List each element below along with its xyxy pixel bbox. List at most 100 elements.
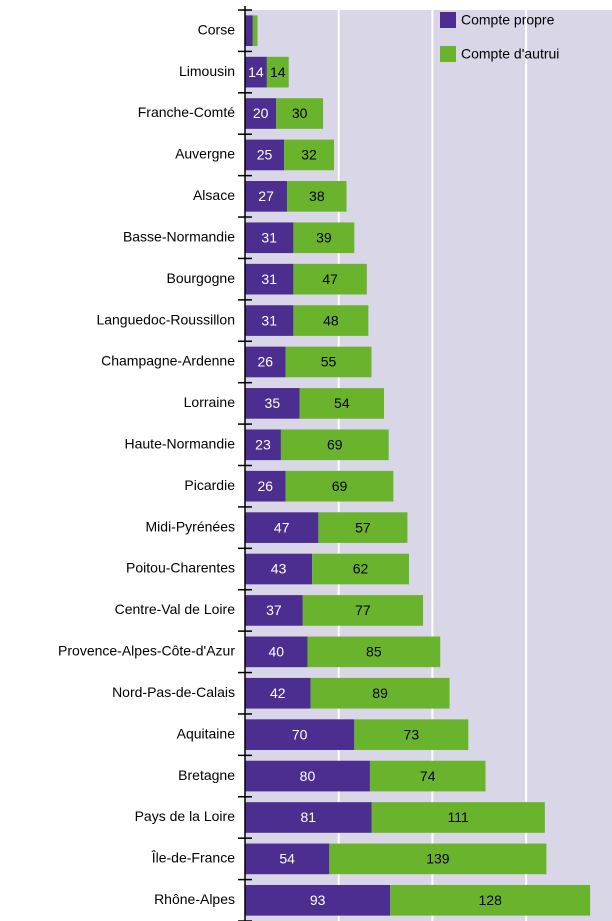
bar-segment <box>245 139 285 171</box>
value-label: 23 <box>255 436 271 452</box>
bar-segment <box>245 305 294 336</box>
value-label: 57 <box>355 519 371 535</box>
bar-segment <box>245 719 355 750</box>
value-label: 55 <box>321 354 337 370</box>
bar-segment <box>245 98 277 129</box>
value-label: 93 <box>310 892 326 908</box>
value-label: 31 <box>261 271 277 287</box>
bar-segment <box>245 843 330 875</box>
value-label: 85 <box>366 644 382 660</box>
value-label: 25 <box>257 147 273 163</box>
bar-segment <box>245 388 300 419</box>
bar-segment <box>310 677 450 709</box>
bar-segment <box>293 263 367 295</box>
value-label: 31 <box>261 312 277 328</box>
value-label: 43 <box>271 561 287 577</box>
value-label: 111 <box>448 809 469 825</box>
legend-swatch <box>440 12 456 28</box>
y-tick-label: Rhône-Alpes <box>154 891 235 907</box>
value-label: 139 <box>426 851 450 867</box>
y-tick-label: Auvergne <box>175 146 235 162</box>
value-label: 14 <box>270 64 286 80</box>
value-label: 31 <box>261 229 277 245</box>
y-tick-label: Île-de-France <box>151 850 235 866</box>
y-tick-label: Aquitaine <box>177 725 236 741</box>
bar-segment <box>245 884 391 916</box>
value-label: 69 <box>327 436 343 452</box>
bar-segment <box>299 388 384 419</box>
bar-segment <box>245 470 286 502</box>
bar-segment <box>293 222 355 254</box>
value-label: 54 <box>334 395 350 411</box>
y-tick-label: Basse-Normandie <box>123 228 235 244</box>
value-label: 70 <box>292 726 308 742</box>
bar-segment <box>307 636 441 668</box>
value-label: 54 <box>279 851 295 867</box>
value-label: 62 <box>353 561 369 577</box>
value-label: 47 <box>274 519 290 535</box>
value-label: 81 <box>300 809 316 825</box>
bar-segment <box>329 843 547 875</box>
y-tick-label: Haute-Normandie <box>125 435 236 451</box>
value-label: 42 <box>270 685 286 701</box>
value-label: 47 <box>322 271 338 287</box>
value-label: 37 <box>266 602 282 618</box>
bar-segment <box>390 884 591 916</box>
bar-segment <box>245 760 370 792</box>
y-tick-label: Alsace <box>193 187 235 203</box>
value-label: 26 <box>258 354 274 370</box>
bar-segment <box>285 346 372 378</box>
value-label: 32 <box>301 147 317 163</box>
bar-segment <box>293 305 369 336</box>
value-label: 14 <box>248 64 264 80</box>
bar-segment <box>245 677 311 709</box>
value-label: 40 <box>268 644 284 660</box>
y-tick-label: Provence-Alpes-Côte-d'Azur <box>58 643 235 659</box>
bar-segment <box>245 181 288 212</box>
bar-segment <box>302 595 424 626</box>
bar-segment <box>276 98 324 129</box>
bar-segment <box>245 553 313 585</box>
value-label: 89 <box>372 685 388 701</box>
value-label: 26 <box>258 478 274 494</box>
bar-segment <box>252 15 258 47</box>
y-tick-label: Bourgogne <box>166 270 235 286</box>
bar-segment <box>245 15 253 47</box>
legend-label: Compte propre <box>461 12 555 28</box>
bar-segment <box>318 512 408 543</box>
y-tick-label: Nord-Pas-de-Calais <box>112 684 235 700</box>
value-label: 35 <box>265 395 281 411</box>
value-label: 27 <box>258 188 274 204</box>
bar-segment <box>284 139 335 171</box>
bar-segment <box>266 56 289 88</box>
bar-segment <box>312 553 409 585</box>
bar-segment <box>285 470 394 502</box>
y-tick-label: Languedoc-Roussillon <box>96 311 235 327</box>
y-tick-label: Champagne-Ardenne <box>101 353 235 369</box>
value-label: 30 <box>292 105 308 121</box>
value-label: 77 <box>355 602 371 618</box>
y-tick-label: Corse <box>198 21 236 37</box>
bar-segment <box>245 429 281 461</box>
bar-segment <box>245 263 294 295</box>
value-label: 69 <box>332 478 348 494</box>
legend-label: Compte d'autrui <box>461 46 559 62</box>
bar-segment <box>371 802 545 833</box>
y-tick-label: Franche-Comté <box>138 104 235 120</box>
value-label: 38 <box>309 188 325 204</box>
bar-segment <box>245 595 303 626</box>
value-label: 48 <box>323 312 339 328</box>
value-label: 73 <box>404 726 420 742</box>
legend-swatch <box>440 46 456 62</box>
y-tick-label: Picardie <box>184 477 235 493</box>
bar-segment <box>245 512 319 543</box>
bar-segment <box>245 802 372 833</box>
value-label: 39 <box>316 229 332 245</box>
y-tick-label: Bretagne <box>178 767 235 783</box>
y-tick-label: Lorraine <box>184 394 236 410</box>
bar-segment <box>354 719 469 750</box>
value-label: 20 <box>253 105 269 121</box>
bar-segment <box>245 222 294 254</box>
y-tick-label: Poitou-Charentes <box>126 560 235 576</box>
